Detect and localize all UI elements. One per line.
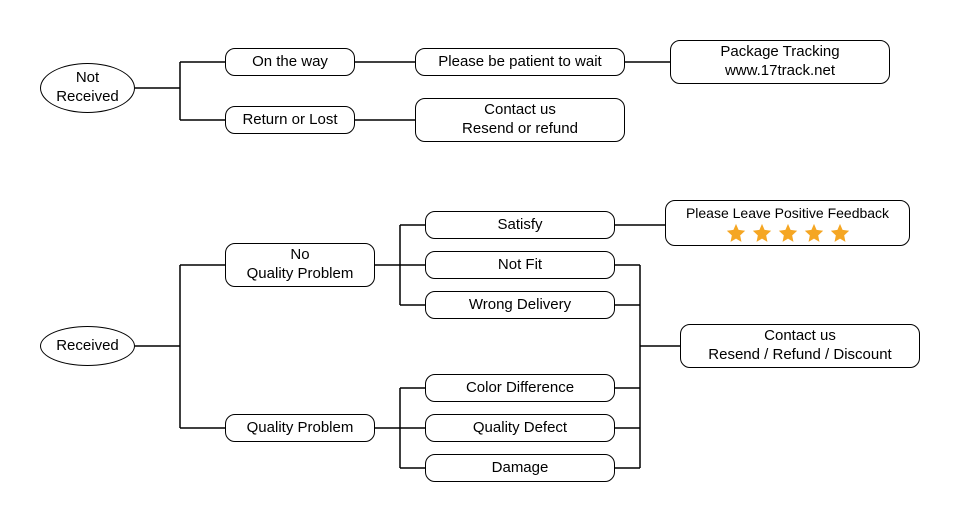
node-positive-feedback: Please Leave Positive Feedback (665, 200, 910, 246)
node-return-or-lost: Return or Lost (225, 106, 355, 134)
star-row (672, 223, 903, 243)
node-satisfy: Satisfy (425, 211, 615, 239)
node-received-label: Received (47, 337, 128, 356)
node-wrong-delivery-label: Wrong Delivery (432, 296, 608, 315)
star-icon (830, 223, 850, 243)
node-package-tracking: Package Tracking www.17track.net (670, 40, 890, 84)
node-nqp-line1: No (232, 246, 368, 265)
node-no-quality-problem: No Quality Problem (225, 243, 375, 287)
node-contact-rrd-line2: Resend / Refund / Discount (687, 346, 913, 365)
node-not-received: Not Received (40, 63, 135, 113)
node-contact-line1: Contact us (422, 101, 618, 120)
node-nqp-line2: Quality Problem (232, 265, 368, 284)
node-color-difference: Color Difference (425, 374, 615, 402)
node-be-patient: Please be patient to wait (415, 48, 625, 76)
node-contact-line2: Resend or refund (422, 120, 618, 139)
node-contact-rrd: Contact us Resend / Refund / Discount (680, 324, 920, 368)
node-wrong-delivery: Wrong Delivery (425, 291, 615, 319)
star-icon (752, 223, 772, 243)
node-on-the-way-label: On the way (232, 53, 348, 72)
node-not-fit: Not Fit (425, 251, 615, 279)
node-quality-problem: Quality Problem (225, 414, 375, 442)
node-be-patient-label: Please be patient to wait (422, 53, 618, 72)
star-icon (778, 223, 798, 243)
node-not-received-line2: Received (47, 88, 128, 107)
flowchart-canvas: Not Received On the way Return or Lost P… (0, 0, 960, 513)
node-not-fit-label: Not Fit (432, 256, 608, 275)
star-icon (726, 223, 746, 243)
star-icon (804, 223, 824, 243)
node-on-the-way: On the way (225, 48, 355, 76)
node-contact-rrd-line1: Contact us (687, 327, 913, 346)
node-color-difference-label: Color Difference (432, 379, 608, 398)
node-not-received-line1: Not (47, 69, 128, 88)
node-damage-label: Damage (432, 459, 608, 478)
node-quality-problem-label: Quality Problem (232, 419, 368, 438)
node-satisfy-label: Satisfy (432, 216, 608, 235)
node-quality-defect: Quality Defect (425, 414, 615, 442)
node-tracking-line1: Package Tracking (677, 43, 883, 62)
node-tracking-line2: www.17track.net (677, 62, 883, 81)
node-damage: Damage (425, 454, 615, 482)
node-quality-defect-label: Quality Defect (432, 419, 608, 438)
node-positive-feedback-label: Please Leave Positive Feedback (672, 205, 903, 221)
node-return-or-lost-label: Return or Lost (232, 111, 348, 130)
node-contact-resend-refund: Contact us Resend or refund (415, 98, 625, 142)
node-received: Received (40, 326, 135, 366)
